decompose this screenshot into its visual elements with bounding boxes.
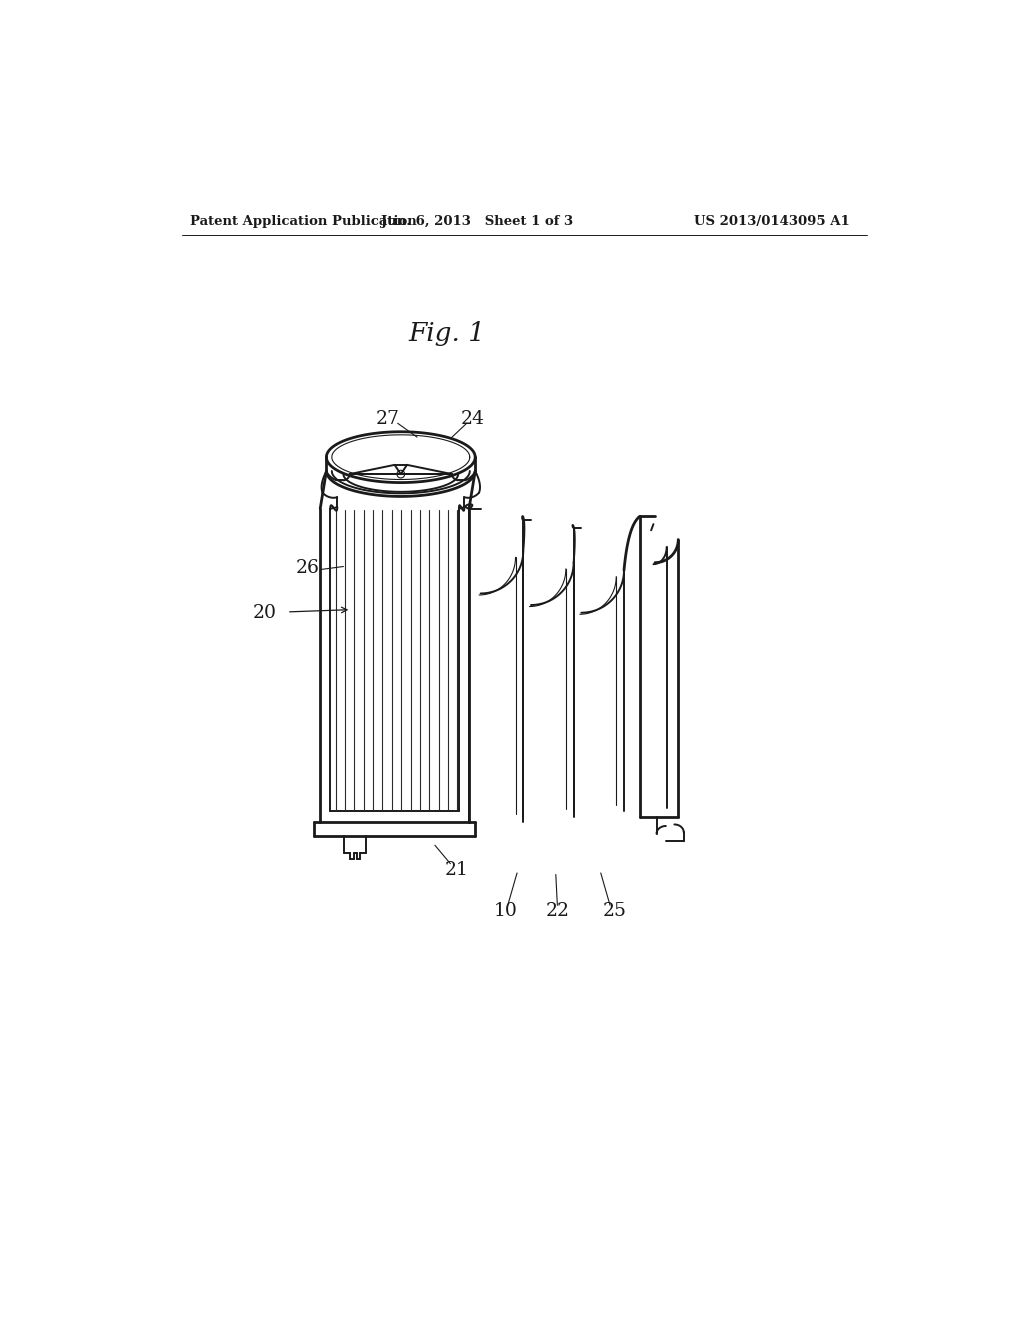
Text: US 2013/0143095 A1: US 2013/0143095 A1: [693, 215, 850, 228]
Text: 10: 10: [494, 903, 517, 920]
Text: 27: 27: [376, 409, 399, 428]
Text: 21: 21: [444, 861, 469, 879]
Text: 26: 26: [296, 560, 319, 577]
Text: Patent Application Publication: Patent Application Publication: [190, 215, 417, 228]
Text: 20: 20: [253, 603, 278, 622]
Text: 22: 22: [546, 903, 570, 920]
Text: 25: 25: [603, 903, 627, 920]
Text: Fig. 1: Fig. 1: [409, 322, 485, 346]
Text: 24: 24: [461, 409, 485, 428]
Text: Jun. 6, 2013   Sheet 1 of 3: Jun. 6, 2013 Sheet 1 of 3: [381, 215, 572, 228]
